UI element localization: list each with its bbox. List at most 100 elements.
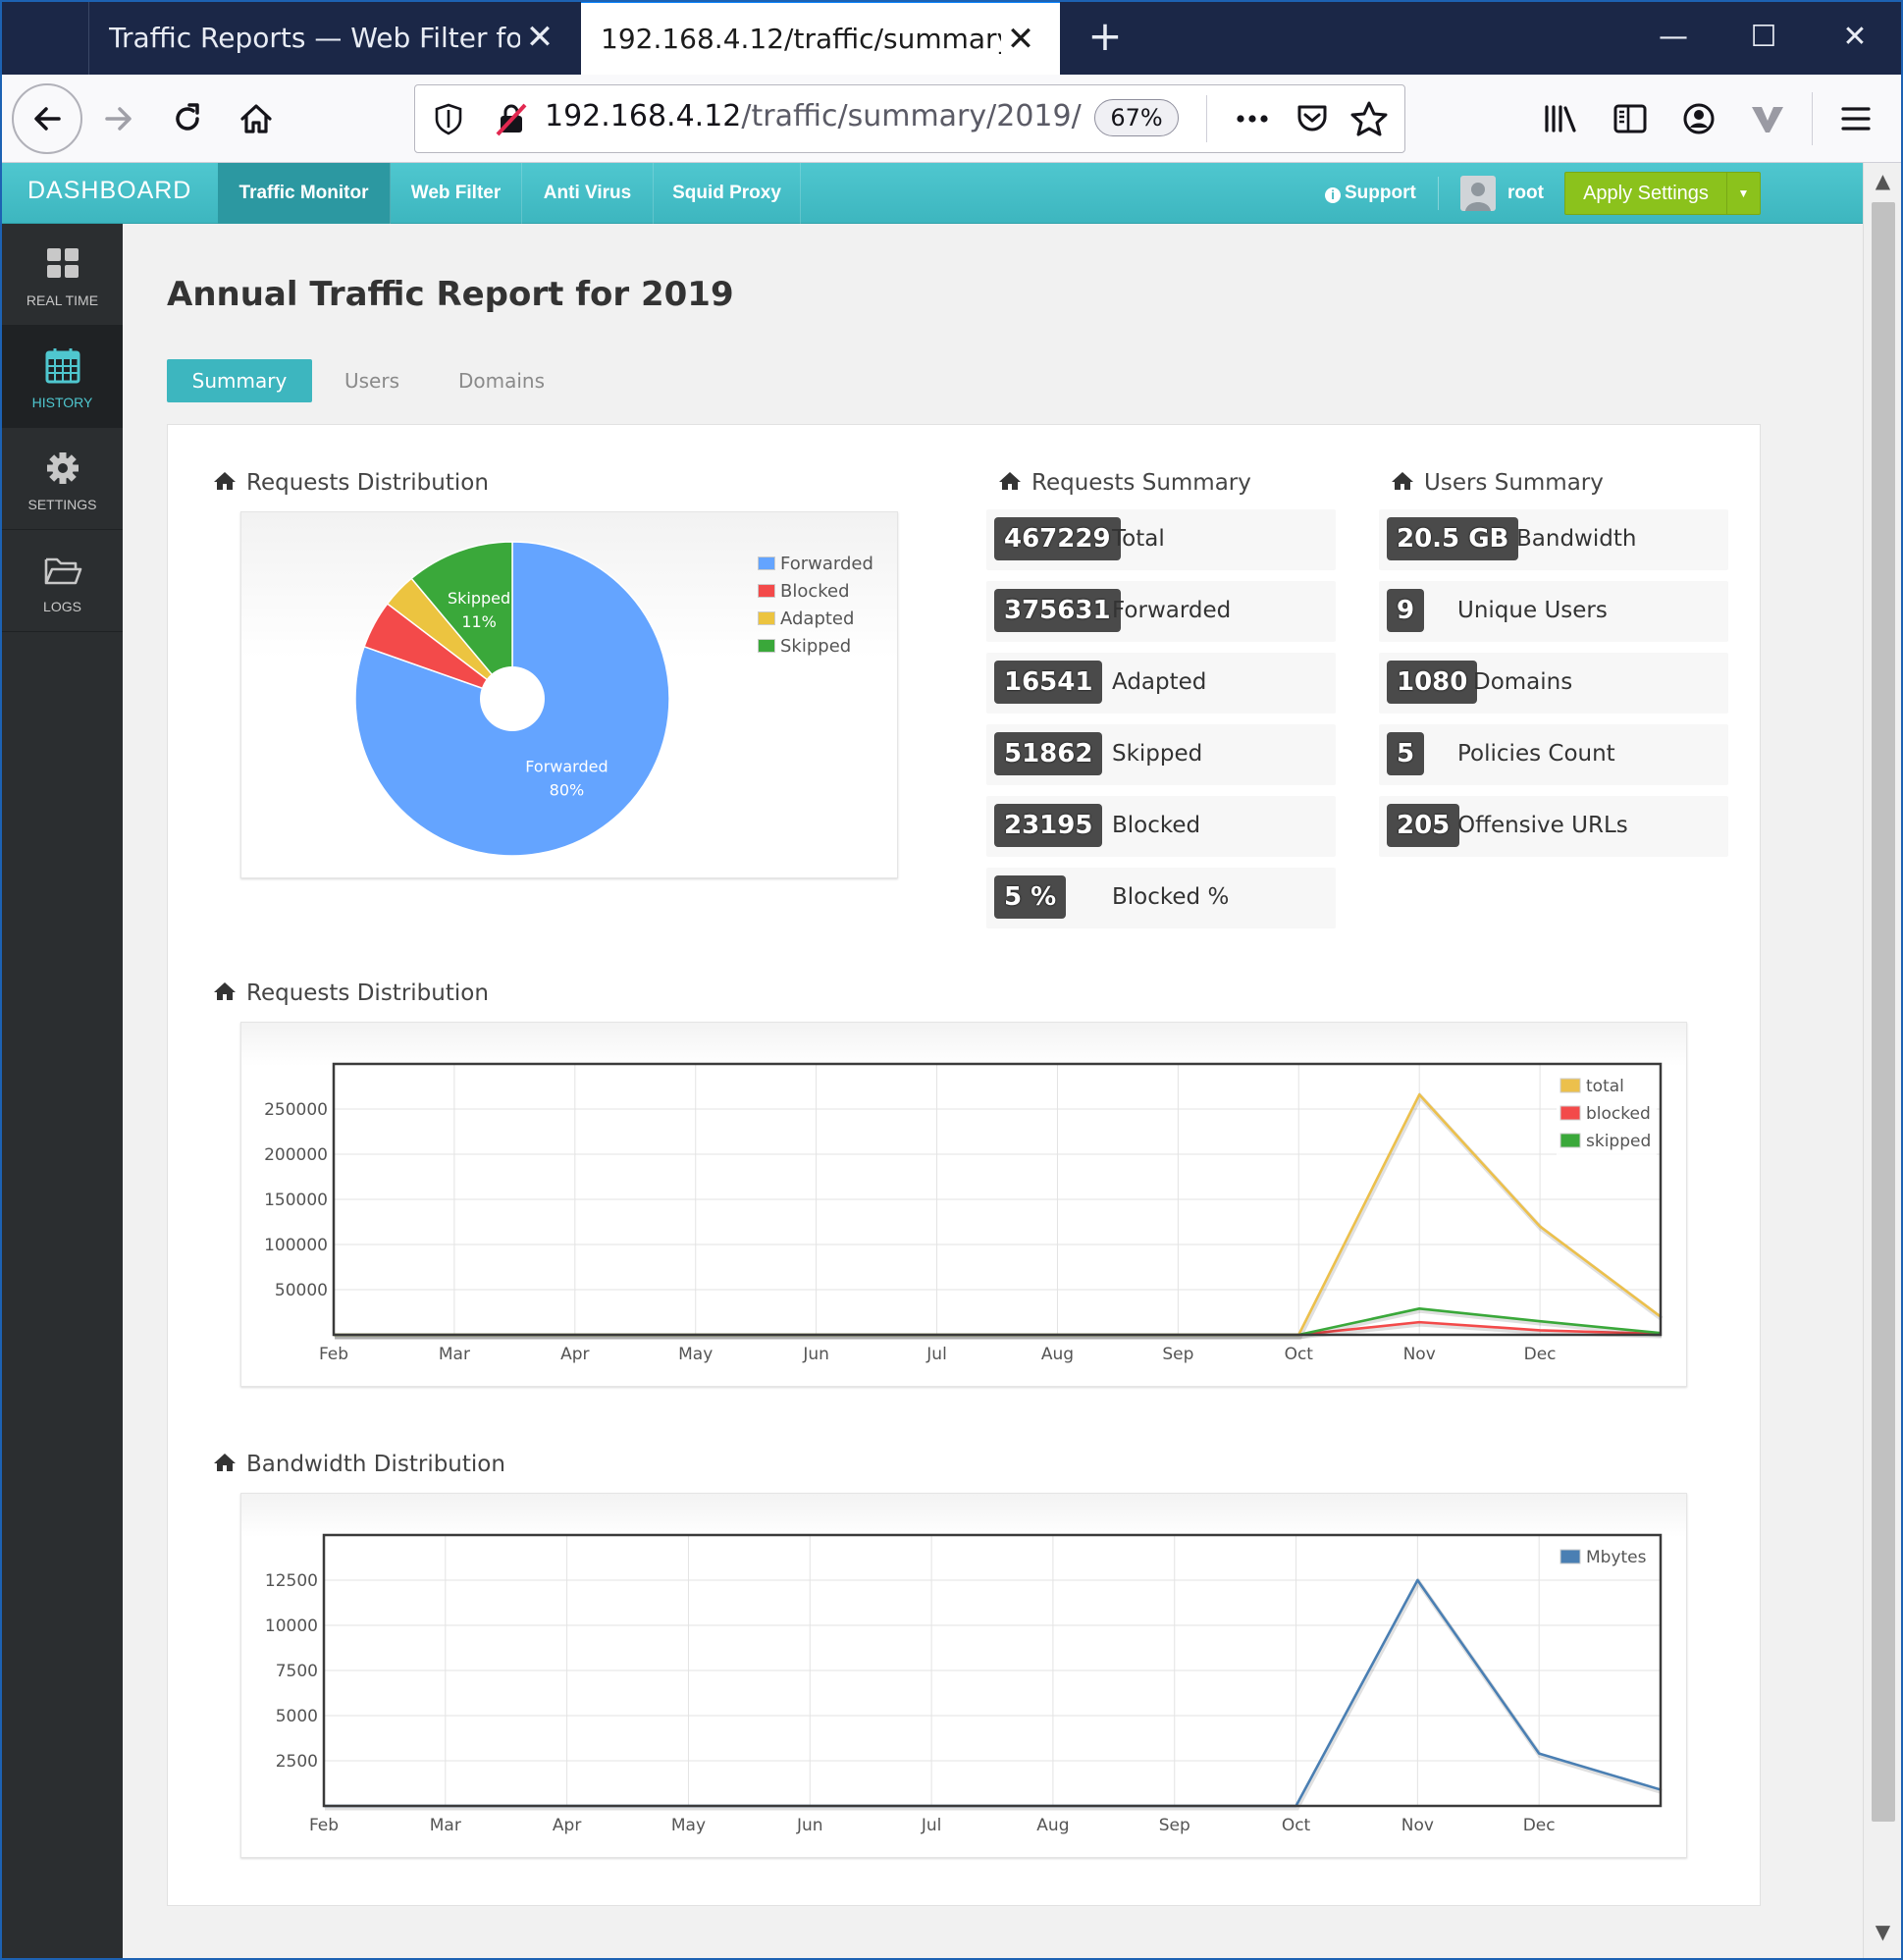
requests-line-chart: 50000 100000 150000 200000 250000 Feb Mar Apr Ma… <box>240 1022 1687 1387</box>
address-bar[interactable]: 192.168.4.12/traffic/summary/2019/ 67% <box>414 84 1405 153</box>
pie-legend: Forwarded Blocked Adapted Skipped <box>758 554 873 663</box>
window-close-icon[interactable]: ✕ <box>1842 20 1868 54</box>
section-title-text: Requests Distribution <box>246 980 489 1006</box>
tab-traffic-reports[interactable]: Traffic Reports — Web Filter for You ✕ <box>88 0 579 75</box>
pie-slice-label: Forwarded <box>525 757 608 775</box>
nav-squid-proxy[interactable]: Squid Proxy <box>654 163 801 224</box>
users-summary-value-badge: 20.5 GB <box>1387 517 1519 560</box>
sidebar-item-history[interactable]: HISTORY <box>2 326 123 428</box>
close-icon[interactable]: ✕ <box>1006 19 1035 59</box>
menu-icon[interactable] <box>1831 94 1880 143</box>
x-tick-label: Mar <box>430 1816 461 1835</box>
tab-domains[interactable]: Domains <box>457 369 546 393</box>
dashboard-icon <box>47 248 79 278</box>
more-icon[interactable] <box>1230 99 1275 138</box>
series-shadow-blocked <box>335 1321 1663 1340</box>
bandwidth-line-chart-svg: 2500 5000 7500 10000 12500 Feb Mar Apr May Jun Jul… <box>265 1533 1663 1835</box>
sidebar-item-logs[interactable]: LOGS <box>2 530 123 632</box>
pie-slice-percent: 80% <box>550 780 585 799</box>
y-tick-label: 7500 <box>276 1662 318 1681</box>
pocket-icon[interactable] <box>1291 99 1334 138</box>
divider <box>1812 92 1813 145</box>
sidebar-item-real-time[interactable]: REAL TIME <box>2 224 123 326</box>
requests-line-chart-svg: 50000 100000 150000 200000 250000 Feb Mar Apr Ma… <box>264 1062 1664 1364</box>
users-summary-label: Policies Count <box>1457 741 1615 767</box>
apply-settings-button[interactable]: Apply Settings ▼ <box>1564 172 1761 215</box>
x-tick-label: Feb <box>319 1345 348 1364</box>
requests-summary-label: Blocked % <box>1112 884 1230 910</box>
section-title-requests-distribution-2: Requests Distribution <box>213 980 489 1006</box>
x-tick-label: Aug <box>1036 1816 1069 1835</box>
sidebar-item-label: SETTINGS <box>27 497 97 512</box>
x-tick-label: Jun <box>802 1345 829 1364</box>
navigation-toolbar: 192.168.4.12/traffic/summary/2019/ 67% <box>0 75 1903 163</box>
tab-summary-2019[interactable]: 192.168.4.12/traffic/summary/2019/ ✕ <box>581 0 1060 75</box>
plot-frame <box>322 1533 1663 1808</box>
extension-icon[interactable] <box>1743 94 1792 143</box>
requests-summary-value-badge: 23195 <box>994 804 1103 847</box>
account-icon[interactable] <box>1674 94 1723 143</box>
new-tab-icon[interactable]: + <box>1087 12 1123 60</box>
x-tick-label: Nov <box>1401 1816 1434 1835</box>
brand-logo[interactable]: DASHBOARD <box>27 177 192 204</box>
x-tick-label: Jul <box>925 1345 947 1364</box>
section-title-requests-summary: Requests Summary <box>998 470 1251 496</box>
scroll-up-icon[interactable]: ▲ <box>1875 169 1891 192</box>
insecure-lock-icon[interactable] <box>492 99 531 138</box>
y-tick-label: 12500 <box>265 1571 318 1591</box>
requests-summary-row: 5 % Blocked % <box>986 868 1336 928</box>
section-title-text: Requests Summary <box>1031 470 1251 496</box>
legend-label: total <box>1586 1077 1624 1096</box>
folder-icon <box>44 557 82 585</box>
scroll-down-icon[interactable]: ▼ <box>1875 1920 1891 1943</box>
user-name[interactable]: root <box>1507 183 1544 203</box>
web-page: DASHBOARD Traffic Monitor Web Filter Ant… <box>2 163 1863 1958</box>
shield-icon[interactable] <box>429 99 468 138</box>
reload-icon[interactable] <box>155 86 220 151</box>
scrollbar-thumb[interactable] <box>1872 202 1895 1822</box>
url-text[interactable]: 192.168.4.12/traffic/summary/2019/ <box>545 99 1082 133</box>
users-summary-label: Domains <box>1473 669 1573 695</box>
home-icon[interactable] <box>224 86 289 151</box>
users-summary-row: 9 Unique Users <box>1379 581 1728 642</box>
support-link[interactable]: i Support <box>1325 163 1416 224</box>
legend-label: Forwarded <box>780 554 873 574</box>
avatar[interactable] <box>1460 176 1496 211</box>
library-icon[interactable] <box>1536 94 1585 143</box>
section-title-users-summary: Users Summary <box>1391 470 1604 496</box>
nav-web-filter[interactable]: Web Filter <box>391 163 522 224</box>
sidebar-item-settings[interactable]: SETTINGS <box>2 428 123 530</box>
close-icon[interactable]: ✕ <box>525 18 555 57</box>
legend-swatch <box>758 584 775 598</box>
x-tick-label: Feb <box>309 1816 339 1835</box>
x-tick-label: Oct <box>1282 1816 1311 1835</box>
requests-summary-value-badge: 51862 <box>994 732 1103 775</box>
x-tick-label: Sep <box>1159 1816 1190 1835</box>
back-icon[interactable] <box>12 83 82 154</box>
star-icon[interactable] <box>1348 99 1391 138</box>
x-tick-label: May <box>671 1816 706 1835</box>
caret-down-icon[interactable]: ▼ <box>1726 173 1760 214</box>
users-summary-row: 5 Policies Count <box>1379 724 1728 785</box>
x-tick-label: Dec <box>1524 1345 1557 1364</box>
tab-summary[interactable]: Summary <box>167 359 312 402</box>
sidebar-icon[interactable] <box>1606 94 1655 143</box>
tab-users[interactable]: Users <box>344 369 399 393</box>
nav-anti-virus[interactable]: Anti Virus <box>522 163 654 224</box>
nav-traffic-monitor[interactable]: Traffic Monitor <box>218 163 391 224</box>
x-tick-label: Dec <box>1523 1816 1556 1835</box>
scrollbar[interactable]: ▲ ▼ <box>1863 163 1901 1958</box>
y-tick-label: 10000 <box>265 1616 318 1636</box>
users-summary-row: 1080 Domains <box>1379 653 1728 714</box>
minimize-icon[interactable]: — <box>1659 20 1688 54</box>
home-icon <box>214 472 236 490</box>
report-card: Requests Distribution Forwarded 80% Skippe… <box>167 424 1761 1906</box>
apply-settings-label: Apply Settings <box>1583 183 1709 204</box>
maximize-icon[interactable]: ☐ <box>1750 20 1777 54</box>
section-title-text: Requests Distribution <box>246 470 489 496</box>
forward-icon[interactable] <box>86 86 151 151</box>
zoom-level-badge[interactable]: 67% <box>1094 99 1179 136</box>
legend-item: Skipped <box>758 636 873 663</box>
x-tick-label: Apr <box>553 1816 581 1835</box>
legend-item: Adapted <box>758 609 873 636</box>
